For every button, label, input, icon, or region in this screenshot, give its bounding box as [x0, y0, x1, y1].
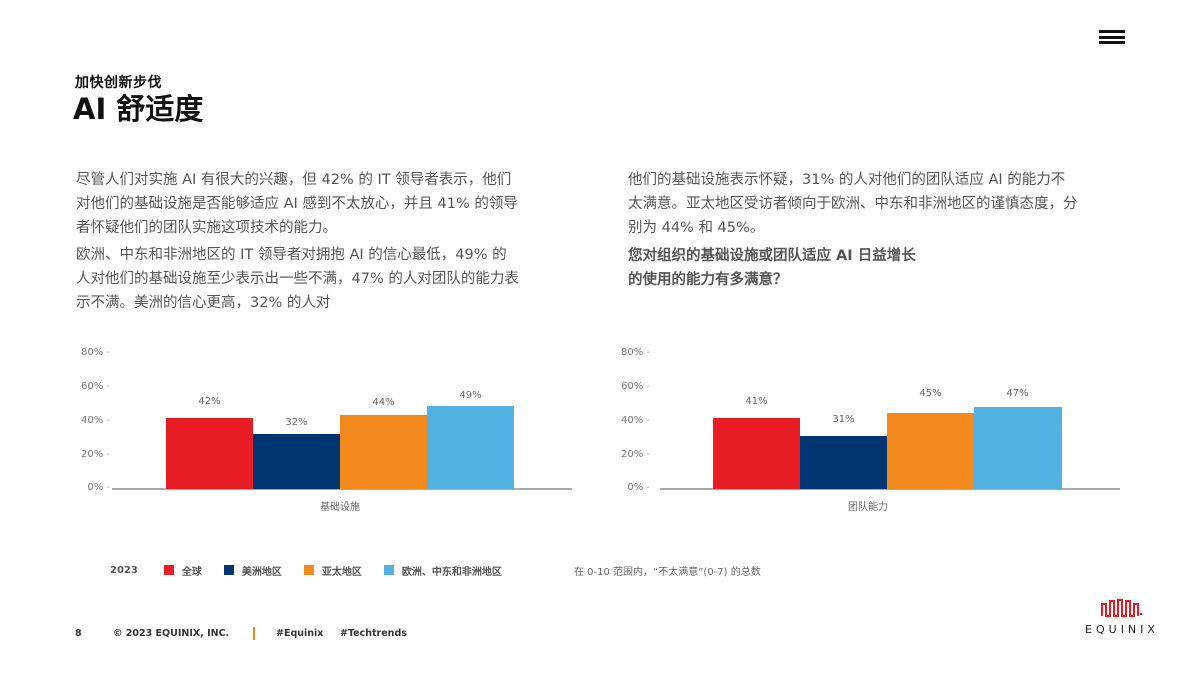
page-title: AI 舒适度: [73, 92, 204, 126]
legend-label: 全球: [181, 566, 202, 578]
bar-emea: [427, 406, 514, 489]
category-label: 基础设施: [320, 502, 360, 513]
equinix-logo: EQUINIX: [1080, 598, 1164, 636]
infrastructure-chart: 80% 60% 40% 20% 0% 42% 32% 44% 49% 基础设施: [60, 340, 580, 520]
hamburger-menu-icon[interactable]: [1099, 30, 1125, 46]
bar-value-label: 49%: [459, 390, 482, 401]
bar-global: [166, 418, 253, 489]
body-paragraph-2: 欧洲、中东和非洲地区的 IT 领导者对拥抱 AI 的信心最低，49% 的人对他们…: [76, 247, 519, 311]
team-capability-chart: 80% 60% 40% 20% 0% 41% 31% 45% 47% 团队能力: [608, 340, 1128, 520]
hashtag-techtrends[interactable]: #Techtrends: [340, 628, 407, 639]
legend-swatch: [223, 565, 234, 575]
bar-value-label: 44%: [372, 397, 395, 408]
copyright: © 2023 EQUINIX, INC.: [113, 628, 230, 639]
bar-value-label: 42%: [198, 396, 221, 407]
equinix-mark-icon: [1101, 599, 1143, 617]
bar-apac: [887, 413, 974, 489]
y-tick: 80%: [60, 347, 110, 358]
legend-item-global: 全球: [163, 563, 202, 578]
survey-question: 您对组织的基础设施或团队适应 AI 日益增长的使用的能力有多满意？: [628, 248, 916, 288]
y-tick: 0%: [608, 482, 650, 493]
menu-line: [1099, 41, 1125, 44]
page-number: 8: [75, 628, 82, 639]
bar-value-label: 31%: [832, 414, 855, 425]
y-tick: 40%: [60, 415, 110, 426]
bar-value-label: 47%: [1006, 388, 1029, 399]
bar-value-label: 32%: [285, 417, 308, 428]
logo-text: EQUINIX: [1085, 623, 1159, 636]
legend-label: 欧洲、中东和非洲地区: [401, 566, 502, 578]
body-paragraph-1: 尽管人们对实施 AI 有很大的兴趣，但 42% 的 IT 领导者表示，他们对他们…: [76, 172, 518, 236]
bar-global: [713, 418, 800, 489]
section-eyebrow: 加快创新步伐: [75, 75, 162, 91]
legend-swatch: [383, 565, 394, 575]
bar-emea: [974, 407, 1062, 489]
bar-americas: [800, 436, 887, 489]
chart-footnote: 在 0-10 范围内，“不太满意”(0-7) 的总数: [574, 567, 761, 578]
legend-label: 美洲地区: [241, 566, 282, 578]
y-tick: 20%: [60, 449, 110, 460]
x-axis: [112, 488, 572, 490]
bar-apac: [340, 415, 427, 489]
y-tick: 60%: [60, 381, 110, 392]
footer-divider: [253, 627, 255, 640]
bar-americas: [253, 434, 340, 489]
menu-line: [1099, 36, 1125, 39]
menu-line: [1099, 30, 1125, 33]
body-paragraph-3: 他们的基础设施表示怀疑，31% 的人对他们的团队适应 AI 的能力不太满意。亚太…: [628, 172, 1078, 236]
bar-value-label: 45%: [919, 388, 942, 399]
legend-item-americas: 美洲地区: [223, 563, 282, 578]
legend-label: 亚太地区: [321, 566, 362, 578]
y-tick: 0%: [60, 482, 110, 493]
chart-legend: 2023 全球 美洲地区 亚太地区 欧洲、中东和非洲地区: [110, 562, 524, 578]
y-tick: 20%: [608, 449, 650, 460]
legend-item-apac: 亚太地区: [303, 563, 362, 578]
y-tick: 40%: [608, 415, 650, 426]
bar-value-label: 41%: [745, 396, 768, 407]
hashtag-equinix[interactable]: #Equinix: [276, 628, 324, 639]
legend-swatch: [303, 565, 314, 575]
x-axis: [660, 488, 1120, 490]
category-label: 团队能力: [848, 502, 888, 513]
legend-swatch: [163, 565, 174, 575]
legend-year: 2023: [110, 564, 138, 576]
y-tick: 80%: [608, 347, 650, 358]
legend-item-emea: 欧洲、中东和非洲地区: [383, 563, 502, 578]
y-tick: 60%: [608, 381, 650, 392]
